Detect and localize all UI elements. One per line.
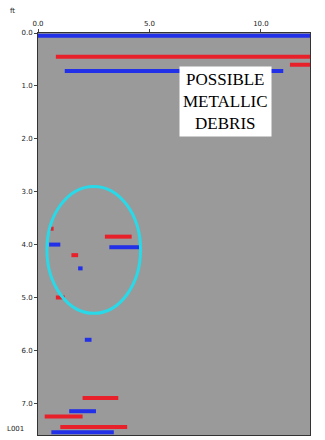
svg-text:3.0: 3.0 [21, 188, 32, 196]
svg-text:7.0: 7.0 [21, 400, 32, 408]
svg-text:1.0: 1.0 [21, 82, 32, 90]
svg-text:4.0: 4.0 [21, 241, 32, 249]
svg-text:5.0: 5.0 [144, 20, 155, 28]
svg-text:POSSIBLEMETALLICDEBRIS: POSSIBLEMETALLICDEBRIS [183, 70, 268, 133]
svg-text:10.0: 10.0 [253, 20, 269, 28]
svg-text:2.0: 2.0 [21, 135, 32, 143]
svg-text:L001: L001 [7, 425, 24, 433]
svg-text:0.0: 0.0 [21, 29, 32, 37]
svg-text:5.0: 5.0 [21, 294, 32, 302]
svg-text:0.0: 0.0 [32, 20, 43, 28]
svg-text:ft: ft [10, 7, 15, 15]
svg-text:6.0: 6.0 [21, 347, 32, 355]
